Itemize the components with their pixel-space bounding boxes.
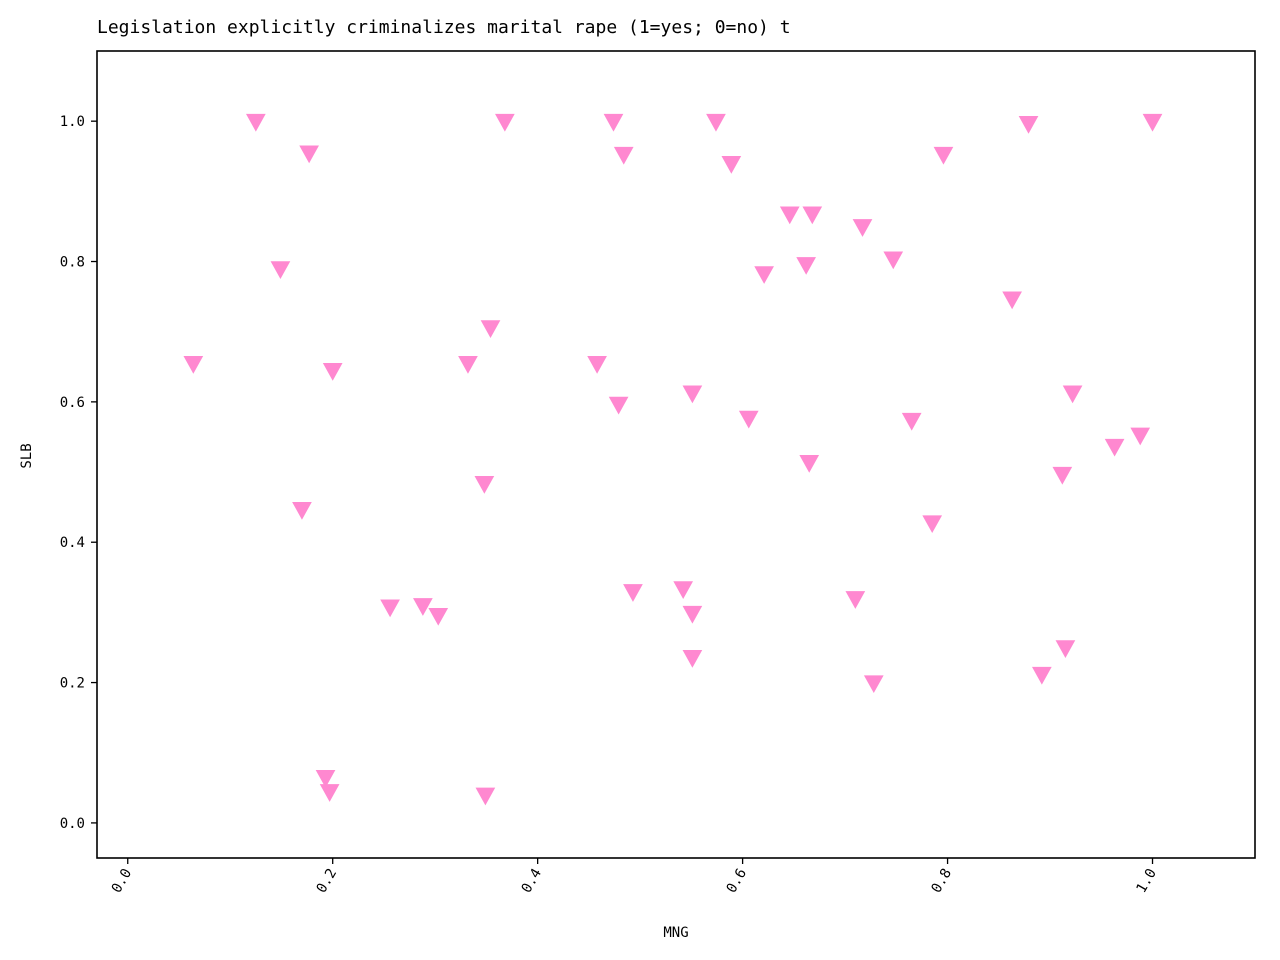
scatter-point — [933, 146, 954, 165]
scatter-point — [475, 787, 496, 806]
scatter-point — [1031, 666, 1052, 685]
scatter-point — [802, 206, 823, 225]
scatter-point — [474, 476, 495, 494]
scatter-point — [245, 113, 266, 132]
scatter-point — [922, 515, 943, 534]
scatter-point — [863, 675, 884, 694]
scatter-point — [1142, 113, 1163, 132]
data-points — [183, 113, 1163, 806]
scatter-point — [754, 266, 774, 284]
x-tick-label: 0.8 — [929, 866, 956, 896]
y-tick-label: 0.6 — [60, 395, 85, 411]
scatter-point — [901, 412, 922, 431]
scatter-point — [299, 145, 319, 164]
scatter-point — [883, 251, 904, 270]
scatter-point — [1002, 291, 1022, 310]
scatter-point — [1130, 427, 1151, 446]
scatter-point — [682, 605, 703, 624]
scatter-point — [319, 784, 340, 802]
scatter-point — [852, 219, 873, 237]
scatter-point — [1018, 116, 1039, 134]
y-tick-label: 0.2 — [60, 676, 85, 692]
scatter-point — [682, 650, 703, 668]
x-tick-label: 0.2 — [314, 866, 341, 896]
scatter-point — [799, 454, 820, 473]
scatter-point — [315, 770, 336, 788]
y-tick-label: 0.8 — [60, 255, 85, 271]
scatter-point — [1104, 438, 1125, 457]
scatter-point — [608, 396, 629, 415]
x-tick-label: 1.0 — [1133, 866, 1160, 896]
x-tick-label: 0.4 — [519, 866, 546, 896]
scatter-point — [495, 113, 515, 132]
scatter-point — [322, 363, 343, 381]
scatter-point — [428, 607, 449, 626]
scatter-point — [380, 599, 400, 618]
x-tick-label: 0.6 — [724, 866, 751, 896]
scatter-point — [603, 113, 624, 132]
scatter-point — [1062, 385, 1083, 404]
x-tick-label: 0.0 — [109, 866, 136, 896]
scatter-point — [673, 581, 694, 600]
scatter-point — [796, 257, 816, 275]
y-tick-label: 1.0 — [60, 114, 85, 130]
axis-ticks: 0.0 0.2 0.4 0.6 0.8 1.0 0.0 0.2 0.4 0.6 0.8 1.0 — [60, 114, 1160, 896]
chart-title: Legislation explicitly criminalizes mari… — [97, 17, 791, 38]
y-axis-label: SLB — [19, 443, 35, 468]
scatter-point — [721, 156, 742, 174]
scatter-point — [682, 385, 703, 404]
plot-area — [96, 50, 1256, 859]
scatter-point — [587, 356, 607, 374]
y-tick-label: 0.0 — [60, 816, 85, 832]
scatter-point — [292, 501, 312, 520]
scatter-point — [480, 320, 501, 338]
scatter-point — [1052, 466, 1073, 485]
x-axis-label: MNG — [663, 925, 688, 941]
scatter-point — [270, 261, 291, 280]
scatter-point — [706, 113, 726, 132]
scatter-point — [613, 146, 634, 165]
scatter-point — [623, 584, 643, 602]
scatter-point — [1055, 640, 1076, 658]
scatter-point — [738, 410, 759, 429]
scatter-point — [183, 356, 204, 374]
scatter-point — [779, 206, 800, 225]
scatter-point — [458, 356, 478, 374]
scatter-point — [413, 598, 433, 616]
y-tick-label: 0.4 — [60, 535, 85, 551]
scatter-point — [845, 591, 866, 609]
